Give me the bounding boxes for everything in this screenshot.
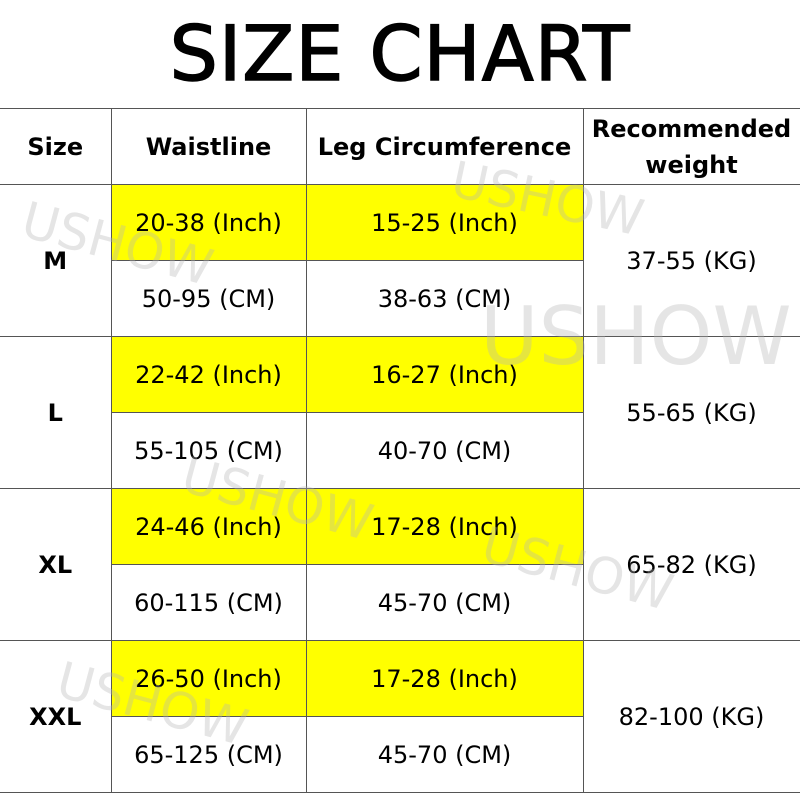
table-row: 55-105 (CM) 40-70 (CM) [0,412,800,489]
leg-cm-cell: 40-70 (CM) [305,412,584,489]
page-title: SIZE CHART [169,8,631,99]
leg-cm-cell: 45-70 (CM) [305,564,584,641]
header-row: Size Waistline Leg Circumference Recomme… [0,108,800,185]
size-cell: XL [0,488,112,641]
table-row: 50-95 (CM) 38-63 (CM) [0,260,800,337]
header-recommended-weight: Recommended weight [582,108,800,185]
table-row: XL 24-46 (Inch) 17-28 (Inch) 65-82 (KG) [0,488,800,641]
leg-cm-cell: 45-70 (CM) [305,716,584,793]
leg-inch-cell: 16-27 (Inch) [305,336,584,413]
header-waistline: Waistline [110,108,307,185]
waist-cm-cell: 50-95 (CM) [111,260,307,337]
table-row: 60-115 (CM) 45-70 (CM) [0,564,800,641]
waist-cm-cell: 55-105 (CM) [111,412,307,489]
weight-cell: 65-82 (KG) [582,488,800,641]
table-row: 65-125 (CM) 45-70 (CM) [0,716,800,793]
size-table: Size Waistline Leg Circumference Recomme… [0,108,800,793]
header-leg-circumference: Leg Circumference [305,108,584,185]
leg-cm-cell: 38-63 (CM) [305,260,584,337]
leg-inch-cell: 17-28 (Inch) [305,488,584,565]
size-cell: L [0,336,112,489]
weight-cell: 37-55 (KG) [582,184,800,337]
header-size: Size [0,108,112,185]
waist-inch-cell: 26-50 (Inch) [110,640,307,717]
table-row: XXL 26-50 (Inch) 17-28 (Inch) 82-100 (KG… [0,640,800,793]
weight-cell: 55-65 (KG) [582,336,800,489]
waist-cm-cell: 65-125 (CM) [111,716,307,793]
table-row: M 20-38 (Inch) 15-25 (Inch) 37-55 (KG) [0,184,800,337]
weight-cell: 82-100 (KG) [582,640,800,793]
table-row: L 22-42 (Inch) 16-27 (Inch) 55-65 (KG) [0,336,800,489]
waist-cm-cell: 60-115 (CM) [111,564,307,641]
waist-inch-cell: 20-38 (Inch) [110,184,307,261]
size-cell: XXL [0,640,112,793]
waist-inch-cell: 24-46 (Inch) [110,488,307,565]
waist-inch-cell: 22-42 (Inch) [110,336,307,413]
size-cell: M [0,184,112,337]
leg-inch-cell: 17-28 (Inch) [305,640,584,717]
leg-inch-cell: 15-25 (Inch) [305,184,584,261]
